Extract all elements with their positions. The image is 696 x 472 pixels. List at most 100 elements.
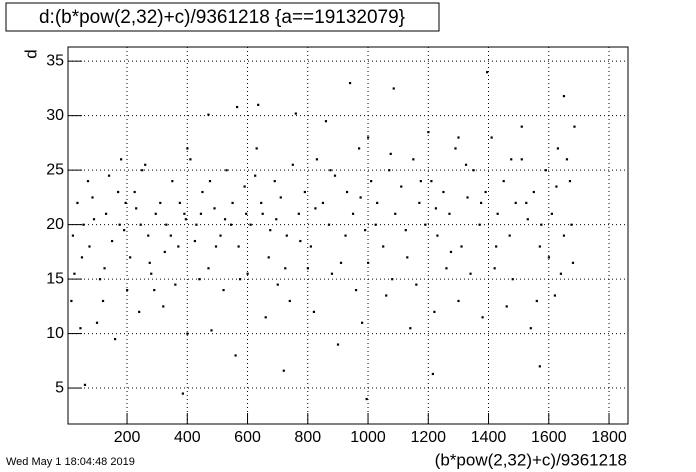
point xyxy=(419,180,422,183)
point xyxy=(297,212,300,215)
point xyxy=(71,234,75,237)
point xyxy=(80,256,84,259)
point xyxy=(514,201,517,205)
point xyxy=(365,397,368,401)
point xyxy=(565,158,569,161)
point xyxy=(571,261,575,264)
point xyxy=(255,147,258,150)
point xyxy=(309,245,312,248)
x-tick-label: 1400 xyxy=(471,429,507,446)
point xyxy=(279,196,282,199)
x-tick-label: 1600 xyxy=(531,429,567,446)
point xyxy=(276,283,279,286)
point xyxy=(573,125,576,128)
point xyxy=(306,267,309,270)
point xyxy=(391,278,394,281)
point xyxy=(562,234,566,237)
point xyxy=(246,272,249,275)
x-axis-label: (b*pow(2,32)+c)/9361218 xyxy=(435,450,627,469)
point xyxy=(556,147,560,150)
point xyxy=(496,212,499,215)
point xyxy=(472,169,475,172)
point xyxy=(95,321,99,324)
point xyxy=(231,201,234,205)
point xyxy=(553,294,556,297)
point xyxy=(330,272,334,275)
point xyxy=(409,327,412,330)
point xyxy=(361,321,364,324)
point xyxy=(508,234,511,237)
point xyxy=(321,201,325,205)
point xyxy=(315,158,319,161)
point xyxy=(154,212,157,215)
point xyxy=(120,158,123,161)
point xyxy=(117,190,120,194)
point xyxy=(374,223,377,226)
point xyxy=(210,329,213,332)
point xyxy=(449,250,453,254)
point xyxy=(285,234,288,237)
point xyxy=(104,212,108,215)
point xyxy=(505,305,508,308)
point xyxy=(502,180,505,183)
point xyxy=(544,169,547,172)
point xyxy=(486,71,489,74)
point xyxy=(520,158,523,161)
point xyxy=(177,245,180,248)
point xyxy=(540,223,543,226)
point xyxy=(208,180,212,183)
point xyxy=(448,212,451,215)
point xyxy=(412,158,415,161)
point xyxy=(345,190,349,194)
point xyxy=(199,212,203,215)
point xyxy=(257,103,260,106)
point xyxy=(344,234,347,237)
point xyxy=(88,245,91,248)
point xyxy=(162,305,165,308)
point xyxy=(466,196,469,199)
point xyxy=(186,332,189,335)
point xyxy=(454,147,457,150)
point xyxy=(269,229,272,232)
x-tick-label: 1200 xyxy=(410,429,446,446)
x-tick-label: 1800 xyxy=(591,429,627,446)
point xyxy=(153,288,156,292)
point xyxy=(511,278,514,281)
x-tick-label: 200 xyxy=(114,429,141,446)
point xyxy=(490,136,493,139)
point xyxy=(385,294,388,297)
point xyxy=(493,267,496,270)
point xyxy=(201,190,204,194)
point xyxy=(163,250,166,254)
point xyxy=(351,212,355,215)
point xyxy=(174,283,177,286)
point xyxy=(562,95,566,98)
point xyxy=(535,299,538,303)
point xyxy=(282,369,285,372)
point xyxy=(101,299,105,303)
point xyxy=(126,288,129,292)
point xyxy=(538,365,541,368)
point xyxy=(113,338,117,341)
point xyxy=(288,299,291,303)
point xyxy=(291,163,294,166)
point xyxy=(336,343,340,346)
point xyxy=(139,223,142,226)
point xyxy=(83,383,87,386)
point xyxy=(184,218,187,221)
point xyxy=(479,201,483,205)
point xyxy=(92,218,96,221)
point xyxy=(392,87,395,90)
point xyxy=(339,261,343,264)
plot-frame xyxy=(67,46,629,425)
point xyxy=(324,120,328,123)
point xyxy=(273,180,276,183)
point xyxy=(464,163,468,166)
point xyxy=(532,190,535,194)
point xyxy=(107,174,111,177)
point xyxy=(82,223,85,226)
chart-title: d:(b*pow(2,32)+c)/9361218 {a==19132079} xyxy=(39,7,405,28)
point xyxy=(394,212,397,215)
point xyxy=(198,278,201,281)
